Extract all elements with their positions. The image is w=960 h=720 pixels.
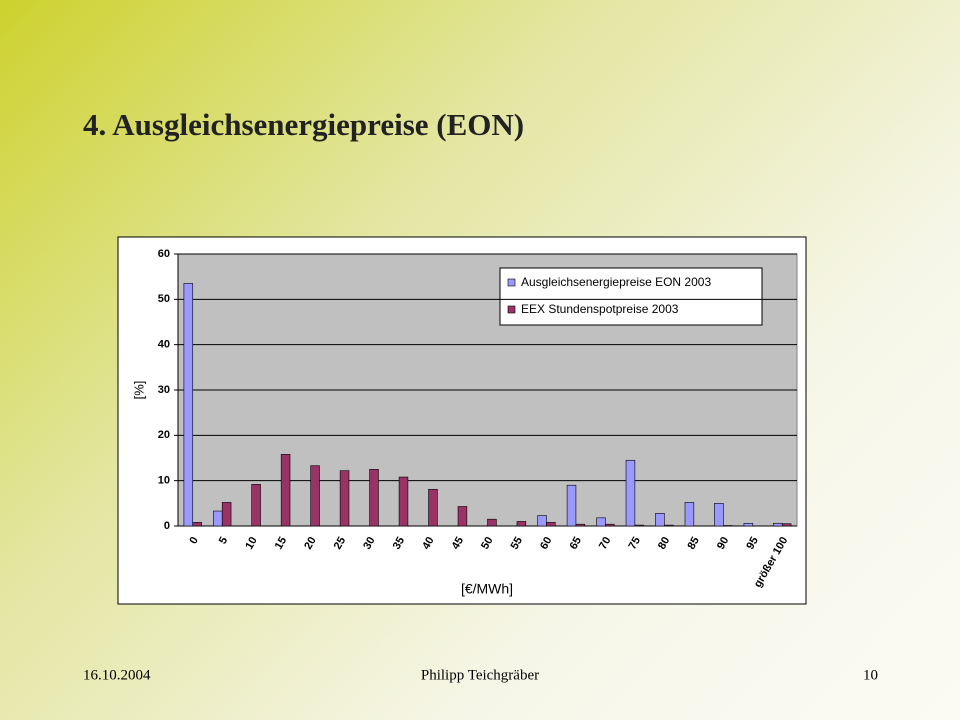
x-tick-label: 45 [450,535,467,552]
x-tick-label: 60 [538,535,555,552]
y-tick-label: 60 [158,248,170,260]
bar [684,502,695,527]
bar [428,488,438,527]
bar [773,522,783,527]
x-tick-label: 80 [656,535,673,552]
bar [183,283,194,527]
y-axis-title: [%] [131,381,146,400]
page-number: 10 [863,667,878,683]
x-tick-label: 20 [302,535,319,552]
legend [499,267,763,326]
x-axis-title: [€/MWh] [461,581,513,597]
x-tick-label: 85 [685,535,702,552]
y-tick-label: 0 [164,520,170,532]
bar [213,510,223,527]
x-tick-label: 35 [391,535,408,552]
bar [310,465,320,527]
x-tick-label: 10 [243,535,260,552]
bar [664,524,674,527]
y-tick-label: 20 [158,429,170,441]
x-tick-label: 75 [626,535,643,552]
x-tick-label: 15 [273,535,290,552]
bar [537,515,547,527]
bar [781,523,792,527]
y-tick-label: 10 [158,475,170,487]
bar [743,522,754,527]
legend-swatch [507,278,516,287]
x-tick-label: 40 [420,535,437,552]
bar [280,454,291,527]
x-tick-label: 0 [187,535,200,546]
bar [605,523,615,527]
x-tick-label: 65 [568,535,585,552]
x-tick-label: 50 [479,535,496,552]
bar [251,483,261,527]
y-tick-label: 30 [158,384,170,396]
legend-label: Ausgleichsenergiepreise EON 2003 [521,275,711,289]
bar [457,506,468,527]
footer-author: Philipp Teichgräber [421,667,539,683]
x-tick-label: 55 [509,535,526,552]
bar [634,524,645,527]
bar [546,522,556,527]
bar [655,513,665,527]
legend-label: EEX Stundenspotpreise 2003 [521,302,679,316]
footer-date: 16.10.2004 [83,667,151,683]
slide-title: 4. Ausgleichsenergiepreise (EON) [83,107,524,142]
bar [566,484,577,527]
legend-swatch [507,305,516,314]
bar [516,521,527,527]
bar [369,469,379,527]
bar [339,470,350,527]
x-tick-label: 5 [217,535,230,546]
y-tick-label: 50 [158,293,170,305]
y-tick-label: 40 [158,339,170,351]
bar [596,517,606,527]
x-tick-label: 90 [715,535,732,552]
bar [487,518,497,527]
bar [192,522,202,527]
bar [575,523,586,527]
bar [221,502,232,527]
bar [714,503,724,527]
x-tick-label: 95 [744,535,761,552]
x-tick-label: 70 [597,535,614,552]
x-tick-label: 25 [332,535,349,552]
bar [398,476,409,527]
bar [625,459,636,527]
x-tick-label: 30 [361,535,378,552]
